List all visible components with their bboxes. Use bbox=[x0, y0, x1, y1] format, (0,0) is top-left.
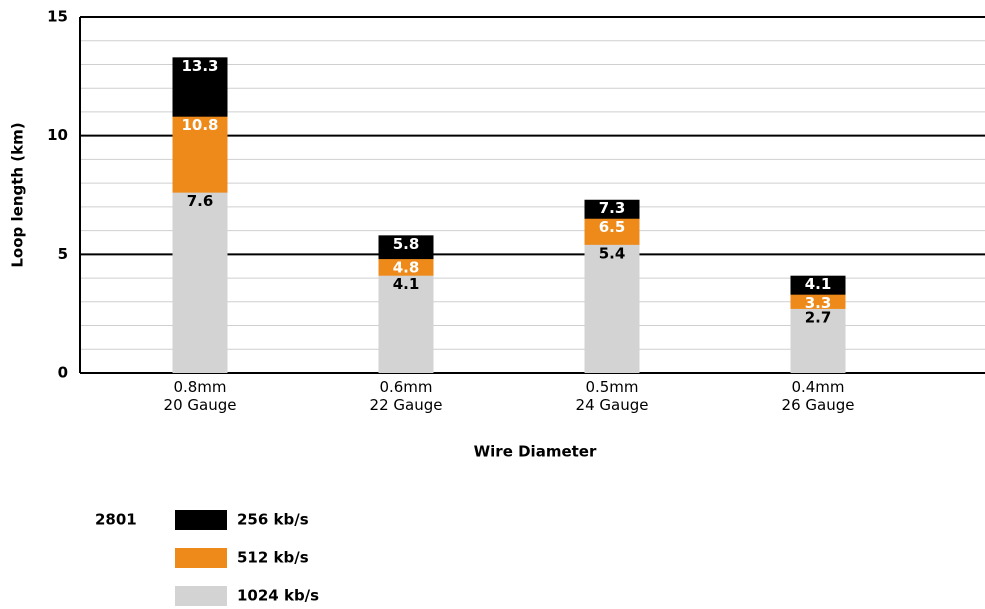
x-tick-label-line: 26 Gauge bbox=[782, 396, 855, 414]
y-tick-label: 10 bbox=[47, 126, 68, 144]
y-tick-label: 15 bbox=[47, 8, 68, 26]
data-label: 7.6 bbox=[187, 192, 214, 210]
data-label: 13.3 bbox=[181, 57, 218, 75]
x-tick-label-line: 20 Gauge bbox=[164, 396, 237, 414]
data-label: 5.4 bbox=[599, 244, 626, 262]
data-label: 4.1 bbox=[393, 275, 420, 293]
x-tick-label-line: 0.5mm bbox=[585, 378, 638, 396]
y-axis-title: Loop length (km) bbox=[9, 122, 27, 267]
x-tick-label-line: 0.8mm bbox=[173, 378, 226, 396]
data-label: 4.8 bbox=[393, 259, 420, 277]
bar bbox=[790, 308, 846, 373]
legend-label: 1024 kb/s bbox=[237, 587, 319, 605]
data-label: 2.7 bbox=[805, 308, 832, 326]
bar bbox=[584, 244, 640, 373]
x-tick-label-line: 22 Gauge bbox=[370, 396, 443, 414]
legend-swatch bbox=[175, 548, 227, 568]
data-label: 6.5 bbox=[599, 218, 626, 236]
x-tick-label: 0.4mm 26 Gauge bbox=[782, 378, 855, 414]
legend-title: 2801 bbox=[95, 511, 137, 529]
legend-label: 256 kb/s bbox=[237, 511, 309, 529]
x-tick-label-line: 24 Gauge bbox=[576, 396, 649, 414]
x-tick-label-line: 0.4mm bbox=[791, 378, 844, 396]
x-axis-title: Wire Diameter bbox=[474, 443, 597, 461]
legend-swatch bbox=[175, 510, 227, 530]
data-label: 3.3 bbox=[805, 294, 832, 312]
data-label: 4.1 bbox=[805, 275, 832, 293]
data-label: 7.3 bbox=[599, 199, 626, 217]
data-label: 10.8 bbox=[181, 116, 218, 134]
bar bbox=[378, 275, 434, 373]
y-tick-label: 0 bbox=[58, 364, 68, 382]
x-tick-label: 0.8mm 20 Gauge bbox=[164, 378, 237, 414]
y-tick-label: 5 bbox=[58, 245, 68, 263]
x-tick-label: 0.6mm 22 Gauge bbox=[370, 378, 443, 414]
legend-label: 512 kb/s bbox=[237, 549, 309, 567]
x-tick-label: 0.5mm 24 Gauge bbox=[576, 378, 649, 414]
data-label: 5.8 bbox=[393, 235, 420, 253]
bar bbox=[172, 192, 228, 373]
legend-swatch bbox=[175, 586, 227, 606]
x-tick-label-line: 0.6mm bbox=[379, 378, 432, 396]
